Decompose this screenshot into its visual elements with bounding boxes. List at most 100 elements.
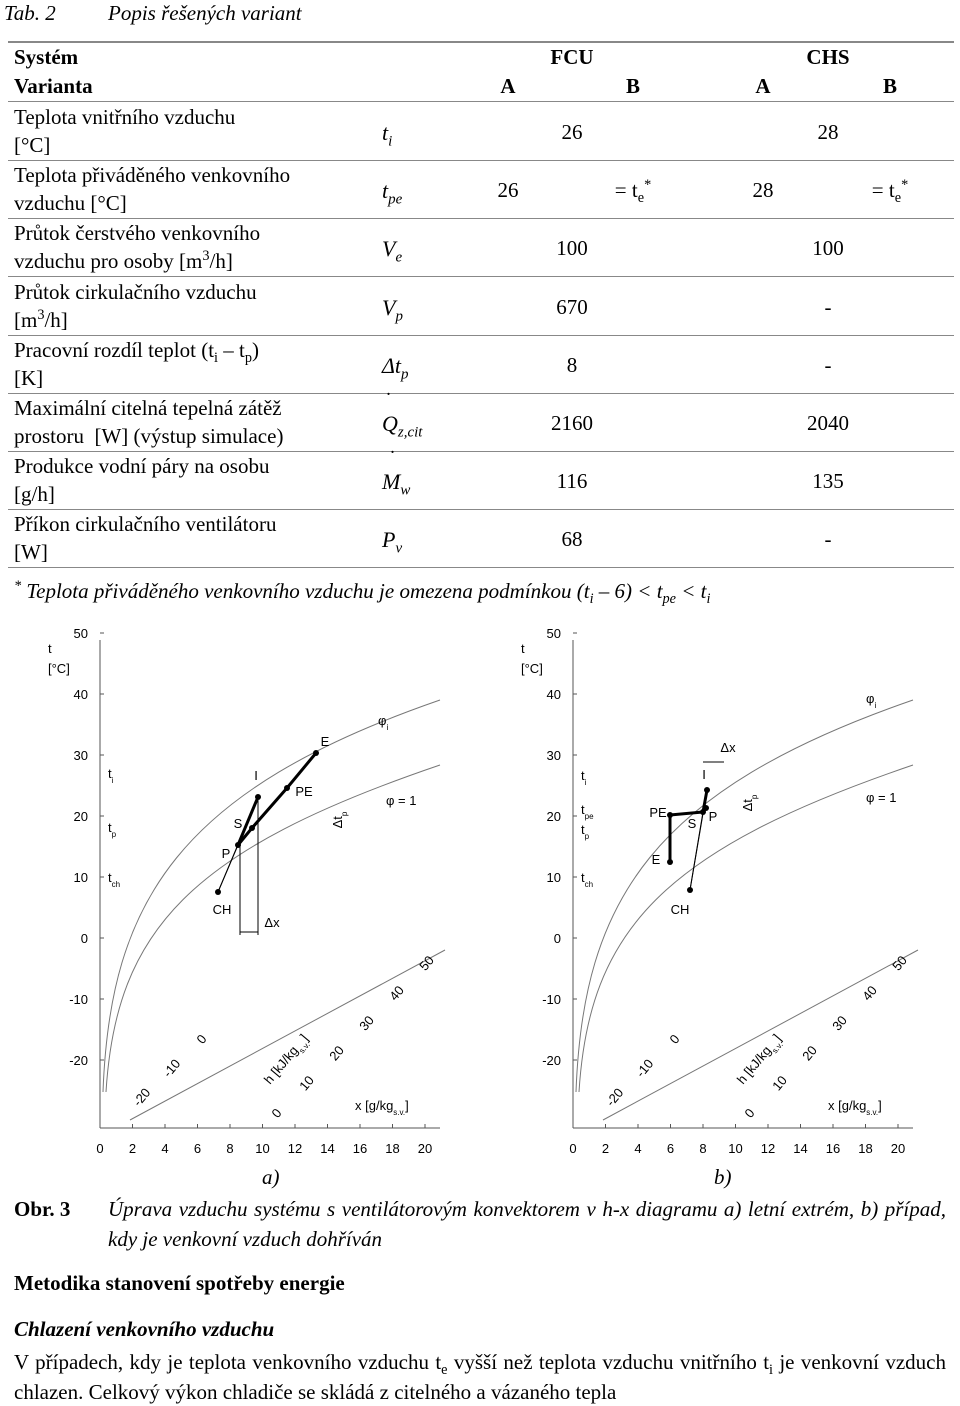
- table-rule: [8, 276, 954, 278]
- table-title: Popis řešených variant: [108, 1, 302, 25]
- row-value: 26: [561, 120, 583, 144]
- text-run: /h]: [209, 249, 233, 274]
- row-label: Teplota přiváděného venkovního: [14, 162, 290, 189]
- row-value: -: [824, 294, 832, 319]
- scale-label: 30: [356, 1013, 377, 1034]
- text-run: ]: [405, 1098, 409, 1113]
- subscript: v: [395, 540, 403, 557]
- x-tick-label: 18: [858, 1141, 872, 1156]
- state-point: [215, 889, 221, 895]
- y-tick-label: 40: [74, 687, 88, 702]
- x-label: x [g/kgs.v.]: [828, 1098, 882, 1117]
- point-label: P: [709, 809, 718, 824]
- row-symbol: tpe: [382, 177, 402, 207]
- row-label: [°C]: [14, 132, 50, 159]
- text-run: Δt: [330, 816, 345, 829]
- subscript: ch: [112, 880, 120, 889]
- subscript: i: [388, 133, 393, 150]
- scale-label: 0: [666, 1032, 682, 1047]
- row-label: Maximální citelná tepelná zátěž: [14, 395, 282, 422]
- row-label: prostoru [W] (výstup simulace): [14, 423, 283, 450]
- x-tick-label: 0: [96, 1141, 103, 1156]
- text-run: vzduchu [°C]: [14, 191, 127, 216]
- row-value: = te*: [563, 177, 703, 205]
- state-point: [313, 750, 319, 756]
- scale-label: -20: [130, 1085, 154, 1109]
- scale-label: 0: [268, 1106, 284, 1121]
- phi-i-label: φi: [378, 713, 388, 732]
- row-symbol: Qz,cit: [382, 410, 422, 440]
- table-rule: [8, 567, 954, 569]
- subscript: i: [214, 349, 219, 366]
- process-line: [668, 789, 709, 862]
- state-point: [687, 887, 693, 893]
- phi-1-label: φ = 1: [386, 793, 416, 808]
- text-run: [g/h]: [14, 482, 55, 507]
- point-label: S: [234, 816, 243, 831]
- text-run: [m: [14, 307, 38, 332]
- row-value: 28: [817, 120, 839, 144]
- caption-text: Úprava vzduchu systému s ventilátorovým …: [108, 1197, 946, 1251]
- row-symbol: Mw: [382, 468, 410, 498]
- text-run: t: [581, 802, 585, 817]
- superscript: *: [644, 177, 652, 194]
- text-run: – t: [218, 337, 245, 362]
- scale-label: 10: [769, 1073, 790, 1094]
- row-value: 100: [556, 236, 588, 261]
- text-run: vyšší než teplota vzduchu vnitřního t: [447, 1350, 770, 1374]
- text-run: [°C]: [14, 133, 51, 157]
- text-run: [W]: [14, 540, 48, 565]
- y-tick-label: 40: [547, 687, 561, 702]
- row-value: 68: [561, 527, 583, 552]
- y-tick-label: 10: [74, 870, 88, 885]
- row-value: 135: [812, 469, 844, 494]
- level-label: ti: [581, 768, 587, 787]
- phi-i-label: φi: [866, 691, 876, 710]
- subscript: e: [441, 1362, 448, 1379]
- x-tick-label: 10: [728, 1141, 742, 1156]
- point-label: I: [254, 768, 258, 783]
- row-label: Produkce vodní páry na osobu: [14, 453, 269, 480]
- table-rule: [8, 509, 954, 511]
- axis-unit: [°C]: [48, 661, 70, 676]
- axis-label: t: [48, 641, 52, 656]
- row-value: 2160: [551, 411, 593, 435]
- text-run: Δt: [740, 799, 755, 812]
- x-tick-label: 14: [793, 1141, 807, 1156]
- header-group: FCU: [550, 45, 594, 69]
- x-tick-label: 4: [634, 1141, 641, 1156]
- subheading: Chlazení venkovního vzduchu: [14, 1317, 275, 1341]
- dot-accent: ˙: [385, 388, 392, 412]
- row-symbol: Δtp: [382, 352, 409, 383]
- row-value: = te*: [820, 177, 960, 205]
- point-label: P: [222, 846, 231, 861]
- text-run: Produkce vodní páry na osobu: [14, 454, 270, 479]
- text-run: Příkon cirkulačního ventilátoru: [14, 512, 277, 537]
- saturation-curve: [105, 764, 441, 1093]
- y-tick-label: 30: [74, 748, 88, 763]
- subscript: p: [401, 366, 409, 383]
- text-run: V: [382, 236, 396, 262]
- x-tick-label: 10: [255, 1141, 269, 1156]
- y-tick-label: -20: [69, 1053, 88, 1068]
- subscript: i: [589, 591, 594, 608]
- header-variant-cell: B: [882, 74, 897, 98]
- text-run: < t: [676, 579, 707, 603]
- state-point: [235, 842, 241, 848]
- row-value: 100: [812, 236, 844, 261]
- scale-label: 20: [326, 1043, 347, 1064]
- text-run: = t: [614, 178, 638, 203]
- x-tick-label: 4: [161, 1141, 168, 1156]
- row-value: 26: [497, 178, 519, 203]
- text-run: M: [382, 469, 401, 495]
- level-label: ti: [108, 766, 114, 785]
- text-run: V: [382, 294, 396, 320]
- point-label: PE: [295, 784, 313, 799]
- text-run: prostoru [W] (výstup simulace): [14, 424, 284, 448]
- y-tick-label: 20: [547, 809, 561, 824]
- text-run: Maximální citelná tepelná zátěž: [14, 396, 282, 420]
- x-tick-label: 16: [353, 1141, 367, 1156]
- superscript: 3: [37, 306, 45, 323]
- subscript: i: [874, 701, 876, 710]
